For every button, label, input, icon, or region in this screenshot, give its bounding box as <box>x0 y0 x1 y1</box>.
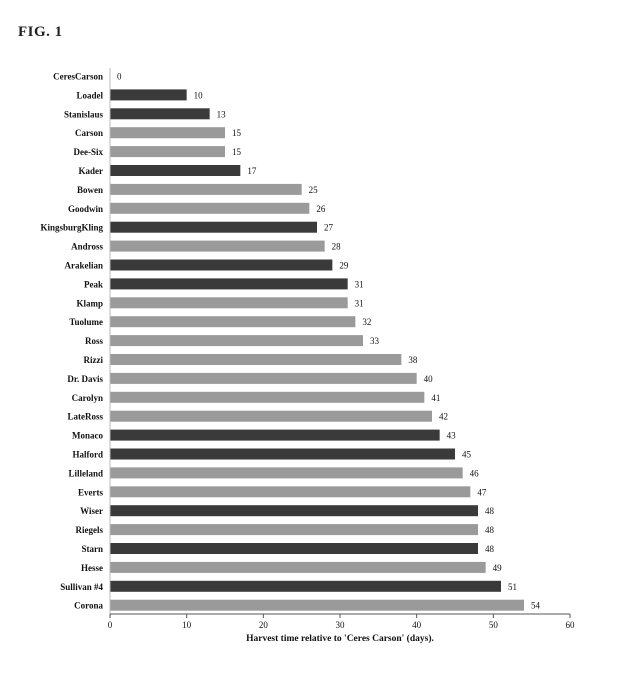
bar <box>110 410 432 422</box>
bar <box>110 599 524 611</box>
category-label: Corona <box>74 601 103 611</box>
category-label: Tuolume <box>69 317 103 327</box>
bar <box>110 316 356 328</box>
value-label: 10 <box>194 90 204 100</box>
category-label: Andross <box>71 242 103 252</box>
category-label: KingsburgKling <box>40 223 103 233</box>
value-label: 48 <box>485 525 495 535</box>
bar <box>110 146 225 158</box>
value-label: 51 <box>508 582 517 592</box>
bar <box>110 561 486 573</box>
value-label: 47 <box>477 487 487 497</box>
bar <box>110 505 478 517</box>
value-label: 0 <box>117 72 122 82</box>
category-label: Klamp <box>76 298 103 308</box>
bar <box>110 543 478 554</box>
x-tick-label: 0 <box>108 620 113 630</box>
category-label: Monaco <box>72 431 103 441</box>
category-label: Carolyn <box>72 393 103 403</box>
category-label: Starn <box>81 544 103 554</box>
category-label: LateRoss <box>68 412 104 422</box>
category-label: Stanislaus <box>64 109 104 119</box>
value-label: 17 <box>247 166 256 176</box>
category-label: Ross <box>85 336 104 346</box>
value-label: 42 <box>439 412 448 422</box>
x-tick-label: 50 <box>489 620 499 630</box>
value-label: 48 <box>485 544 495 554</box>
x-axis-title: Harvest time relative to 'Ceres Carson' … <box>246 633 434 644</box>
x-tick-label: 60 <box>566 620 576 630</box>
bar <box>110 202 310 214</box>
category-label: Dee-Six <box>74 147 104 157</box>
value-label: 49 <box>493 563 503 573</box>
category-label: Wiser <box>80 506 103 516</box>
bar <box>110 89 187 101</box>
value-label: 25 <box>309 185 319 195</box>
category-label: Halford <box>73 450 104 460</box>
category-label: CeresCarson <box>53 72 103 82</box>
bar <box>110 524 478 536</box>
value-label: 45 <box>462 450 472 460</box>
x-tick-label: 30 <box>336 620 346 630</box>
value-label: 31 <box>355 298 364 308</box>
x-axis: 0 10 20 30 40 50 60 <box>108 68 575 630</box>
bar <box>110 108 210 120</box>
bar <box>110 372 417 384</box>
category-label: Lilleland <box>68 468 103 478</box>
value-label: 28 <box>332 242 342 252</box>
value-label: 29 <box>339 261 349 271</box>
category-label: Goodwin <box>68 204 103 214</box>
category-label: Sullivan #4 <box>60 582 103 592</box>
value-label: 15 <box>232 128 242 138</box>
value-label: 46 <box>470 468 480 478</box>
bar <box>110 278 348 290</box>
category-label: Arakelian <box>64 261 103 271</box>
category-label: Peak <box>84 279 103 289</box>
category-label: Hesse <box>81 563 103 573</box>
category-label: Kader <box>79 166 104 176</box>
category-label: Rizzi <box>84 355 104 365</box>
value-label: 48 <box>485 506 495 516</box>
bar <box>110 486 471 498</box>
value-label: 32 <box>362 317 371 327</box>
x-tick-label: 40 <box>412 620 422 630</box>
bar <box>110 335 363 347</box>
bar <box>110 429 440 441</box>
bars-layer: CeresCarson 0 Loadel 10 Stanislaus 13 Carson 15… <box>40 72 541 611</box>
category-label: Loadel <box>76 90 103 100</box>
bar <box>110 297 348 309</box>
x-tick-label: 20 <box>259 620 269 630</box>
category-label: Riegels <box>76 525 104 535</box>
bar <box>110 127 225 139</box>
value-label: 43 <box>447 431 457 441</box>
value-label: 27 <box>324 223 334 233</box>
category-label: Dr. Davis <box>67 374 103 384</box>
x-tick-label: 10 <box>182 620 192 630</box>
bar <box>110 183 302 195</box>
bar <box>110 165 241 176</box>
value-label: 31 <box>355 279 364 289</box>
bar <box>110 354 402 365</box>
value-label: 33 <box>370 336 380 346</box>
value-label: 40 <box>424 374 434 384</box>
bar <box>110 448 455 460</box>
category-label: Everts <box>78 487 103 497</box>
bar <box>110 221 317 233</box>
bar <box>110 259 333 271</box>
category-label: Carson <box>75 128 103 138</box>
value-label: 41 <box>431 393 440 403</box>
bar <box>110 580 501 592</box>
value-label: 38 <box>408 355 418 365</box>
bar <box>110 391 425 403</box>
value-label: 26 <box>316 204 326 214</box>
bar <box>110 467 463 479</box>
bar <box>110 240 325 252</box>
figure-label: FIG. 1 <box>18 24 63 40</box>
value-label: 15 <box>232 147 242 157</box>
value-label: 13 <box>217 109 227 119</box>
category-label: Bowen <box>77 185 103 195</box>
value-label: 54 <box>531 601 541 611</box>
